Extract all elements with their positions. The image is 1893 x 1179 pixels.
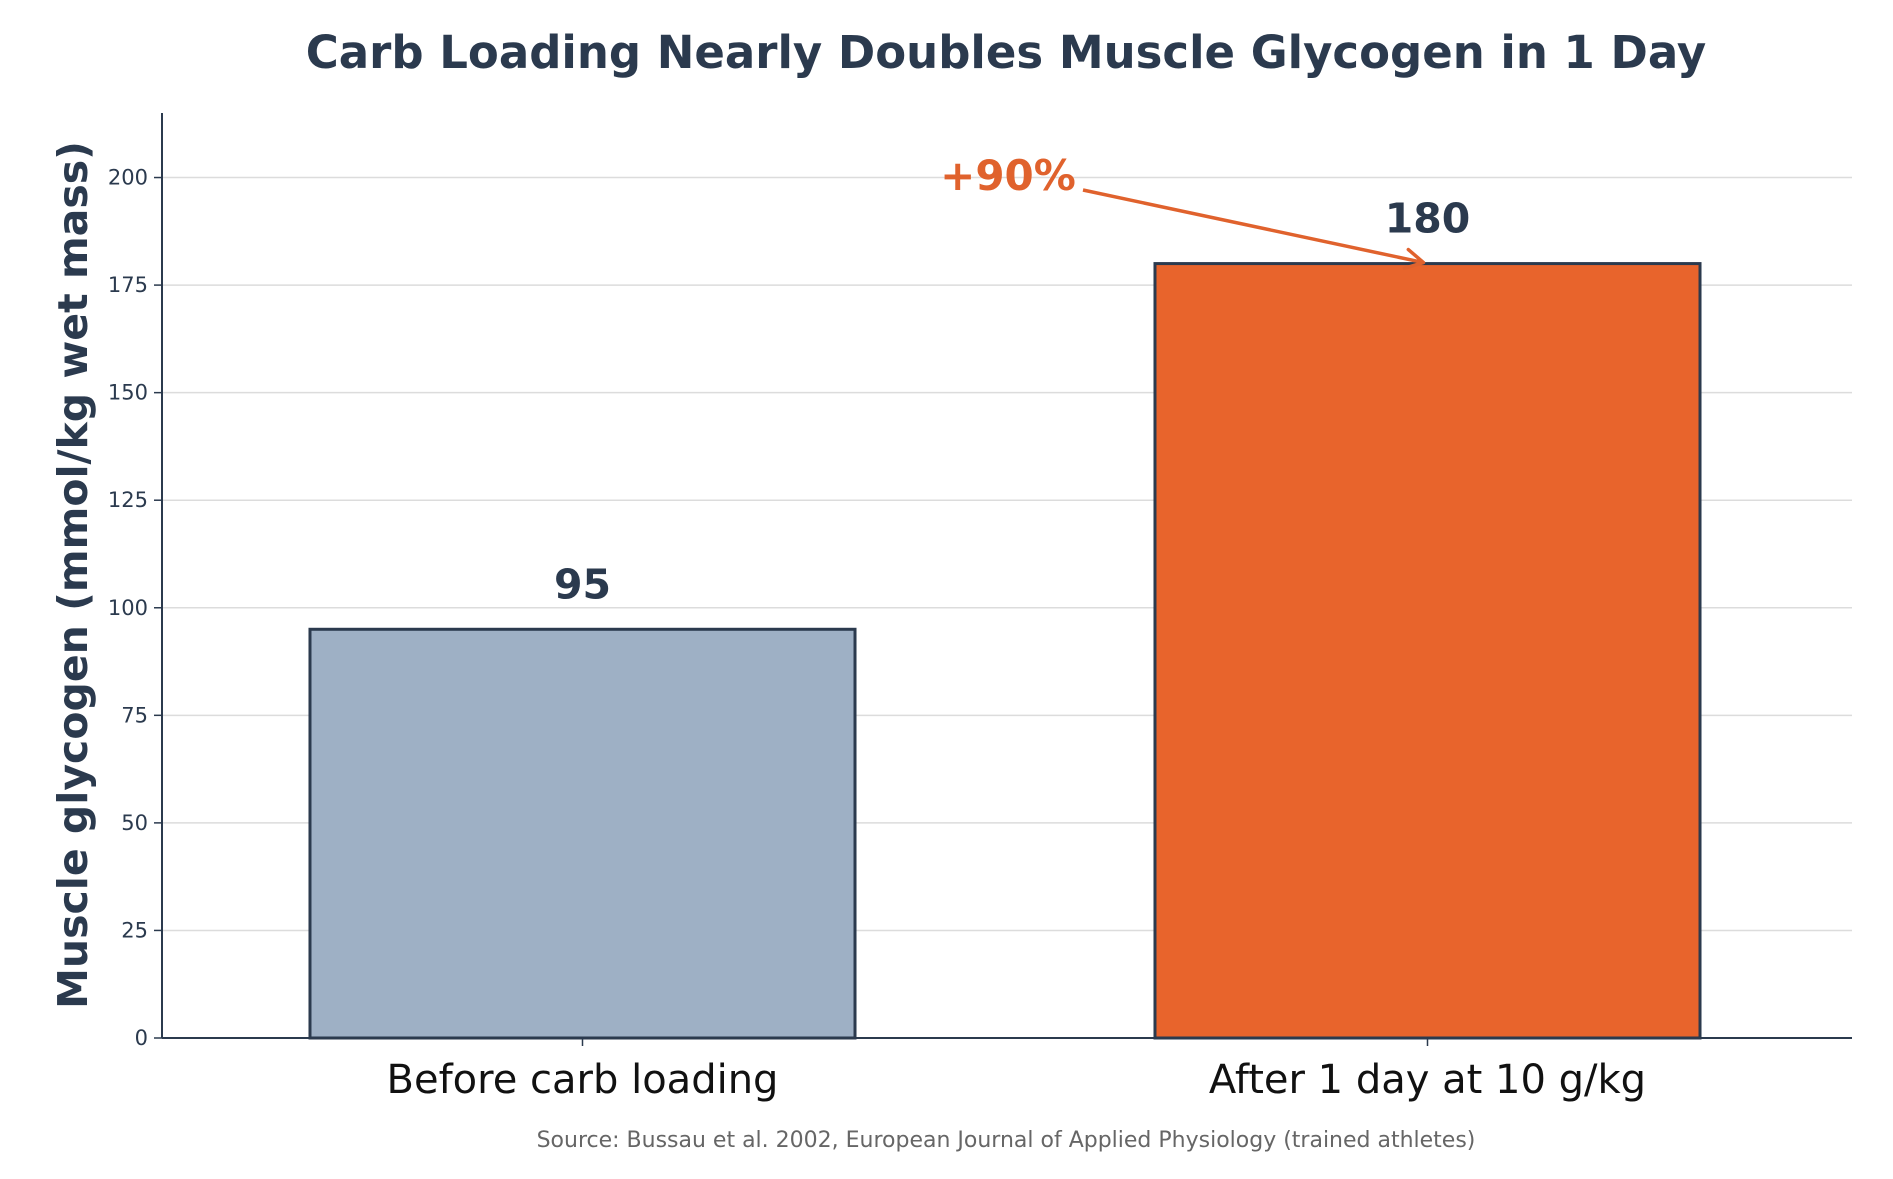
y-axis-ticks: 0 25 50 75 100 125 150 175 200	[108, 166, 162, 1050]
value-label-1: 95	[554, 560, 611, 608]
y-tick-label-25: 25	[121, 918, 148, 942]
value-labels: 95 180	[554, 195, 1470, 609]
y-tick-label-75: 75	[121, 703, 148, 727]
source-note: Source: Bussau et al. 2002, European Jou…	[537, 1128, 1476, 1153]
bar-1	[308, 627, 857, 1040]
value-label-2: 180	[1385, 195, 1471, 243]
annotation-arrow	[1082, 188, 1424, 265]
annotation: +90%	[940, 151, 1426, 271]
y-axis-label: Muscle glycogen (mmol/kg wet mass)	[49, 141, 97, 1009]
y-tick-label-175: 175	[108, 273, 148, 297]
chart-title: Carb Loading Nearly Doubles Muscle Glyco…	[306, 26, 1706, 79]
x-tick-label-1: Before carb loading	[387, 1057, 779, 1103]
x-tick-label-2: After 1 day at 10 g/kg	[1209, 1057, 1646, 1103]
y-tick-label-125: 125	[108, 488, 148, 512]
y-tick-label-200: 200	[108, 166, 148, 190]
axes	[161, 113, 1852, 1039]
bar-2	[1153, 262, 1702, 1040]
y-tick-label-100: 100	[108, 596, 148, 620]
bars	[308, 262, 1702, 1040]
y-tick-label-50: 50	[121, 811, 148, 835]
annotation-arrowhead	[1402, 247, 1426, 271]
annotation-label: +90%	[940, 151, 1076, 200]
y-tick-label-150: 150	[108, 381, 148, 405]
y-tick-label-0: 0	[135, 1026, 148, 1050]
x-axis-ticks: Before carb loading After 1 day at 10 g/k…	[387, 1038, 1646, 1103]
